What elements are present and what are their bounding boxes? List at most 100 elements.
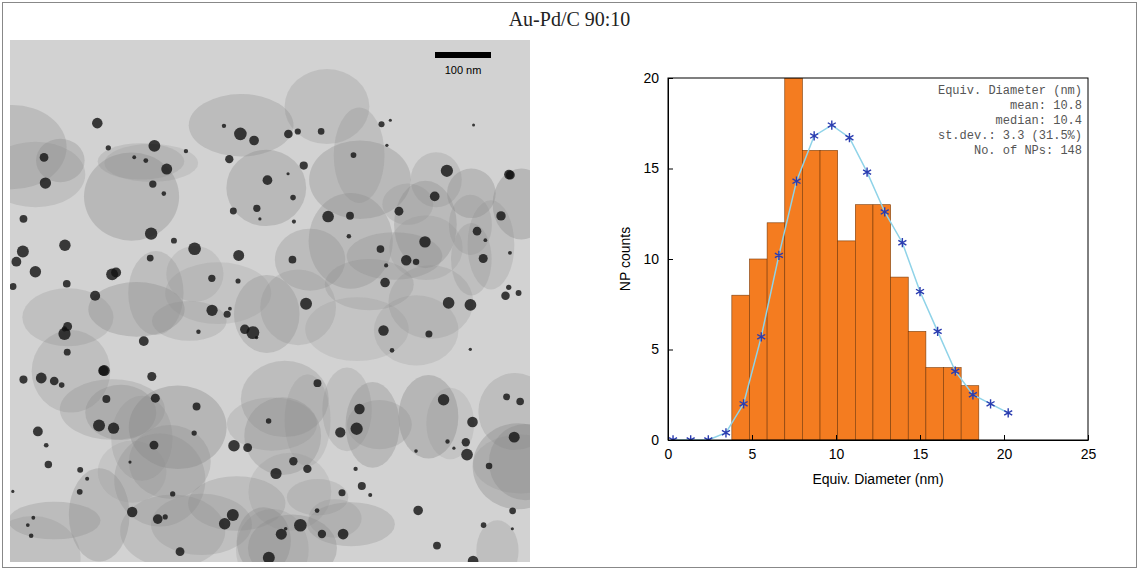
particle [30,266,41,277]
particle [401,255,411,265]
particle [483,238,487,242]
bar [855,205,873,440]
particle [228,307,232,311]
support-blob [275,229,345,291]
particle [443,297,455,309]
particle [98,366,108,376]
particle [62,326,67,331]
particle [472,123,475,126]
particle [315,508,320,513]
support-blob [189,94,294,156]
particle [176,547,185,556]
particle [378,121,384,127]
particle [208,275,215,282]
support-blob [493,169,530,240]
particle [235,278,240,283]
particle [192,430,197,435]
particle [40,153,49,162]
support-blob [226,150,306,226]
x-tick-label: 10 [829,446,845,462]
particle [286,172,289,175]
particle [465,299,477,311]
particle [40,177,51,188]
particle [111,268,121,278]
particle [294,519,307,532]
y-axis: 05101520 [643,70,673,448]
stats-text: st.dev.: 3.3 (31.5%) [938,129,1082,143]
bar [926,368,944,440]
particle [322,211,334,223]
micrograph-ground [10,40,530,562]
particle [501,292,509,300]
particle [414,449,418,453]
y-tick: 5 [651,341,673,357]
x-tick-mark [752,435,753,440]
y-tick-label: 0 [651,432,659,448]
support-blob [309,499,362,538]
particle [253,205,260,212]
particle [19,376,27,384]
particle [11,257,21,267]
particle [148,140,160,152]
bar [891,277,909,440]
particle [143,158,148,163]
micrograph: 100 nm [0,40,568,570]
particle [127,507,137,517]
particle [246,326,259,339]
bar [944,368,962,440]
scale-bar-label: 100 nm [445,64,482,76]
fit-marker [845,133,853,142]
particle [479,254,488,263]
particle [378,325,388,335]
particle [171,238,177,244]
particle [219,518,230,529]
particle [295,128,301,134]
fit-marker [740,399,748,408]
bar [961,386,979,440]
particle [102,395,110,403]
particle [132,155,136,159]
particle [193,403,201,411]
particle [188,242,201,255]
particle [153,514,163,524]
support-blob [334,107,385,203]
y-tick-mark [668,440,673,441]
particle [161,164,172,175]
fit-marker [969,390,977,399]
particle [438,394,449,405]
fit-marker [898,238,906,247]
fit-marker [863,167,871,176]
stats-text: Equiv. Diameter (nm) [938,84,1082,98]
particle [511,527,514,530]
particle [90,291,100,301]
particle [147,372,156,381]
y-tick-label: 10 [643,251,659,267]
particle [430,192,440,202]
stats-box: Equiv. Diameter (nm)mean: 10.8median: 10… [935,82,1085,160]
particle [50,377,59,386]
support-blob [60,379,165,439]
particle [225,155,233,163]
support-blob [476,520,518,562]
particle [26,523,30,527]
particle [93,419,105,431]
particle [227,509,239,521]
fit-marker [687,435,695,440]
particle [149,180,156,187]
fit-marker [793,177,801,186]
particle [234,128,247,141]
fit-marker [987,399,995,408]
particle [33,427,43,437]
particle [469,348,472,351]
particle [389,119,392,122]
bar [908,331,926,440]
bar [785,78,803,440]
y-tick-mark [668,259,673,260]
particle [445,439,449,443]
frame [3,3,1137,568]
y-tick-label: 5 [651,341,659,357]
particle [196,330,200,334]
bar [873,205,891,440]
particle [64,349,71,356]
scale-bar [435,52,491,58]
